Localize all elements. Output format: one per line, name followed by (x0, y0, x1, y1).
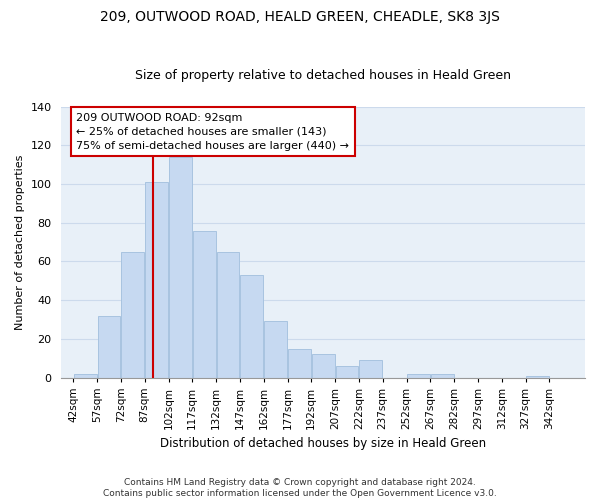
Bar (288, 348, 311, 378)
Text: 209, OUTWOOD ROAD, HEALD GREEN, CHEADLE, SK8 3JS: 209, OUTWOOD ROAD, HEALD GREEN, CHEADLE,… (100, 10, 500, 24)
Bar (241, 275, 263, 378)
Bar (193, 230, 215, 378)
Bar (526, 376, 549, 378)
Bar (264, 322, 287, 378)
Y-axis label: Number of detached properties: Number of detached properties (15, 154, 25, 330)
Bar (217, 252, 239, 378)
Bar (431, 374, 454, 378)
Bar (169, 157, 192, 378)
Bar (145, 182, 168, 378)
Bar (312, 354, 335, 378)
Bar (359, 360, 382, 378)
Title: Size of property relative to detached houses in Heald Green: Size of property relative to detached ho… (135, 69, 511, 82)
Bar (335, 366, 358, 378)
Bar (74, 374, 97, 378)
Bar (98, 316, 121, 378)
X-axis label: Distribution of detached houses by size in Heald Green: Distribution of detached houses by size … (160, 437, 486, 450)
Text: Contains HM Land Registry data © Crown copyright and database right 2024.
Contai: Contains HM Land Registry data © Crown c… (103, 478, 497, 498)
Bar (121, 252, 144, 378)
Bar (407, 374, 430, 378)
Text: 209 OUTWOOD ROAD: 92sqm
← 25% of detached houses are smaller (143)
75% of semi-d: 209 OUTWOOD ROAD: 92sqm ← 25% of detache… (76, 112, 349, 150)
